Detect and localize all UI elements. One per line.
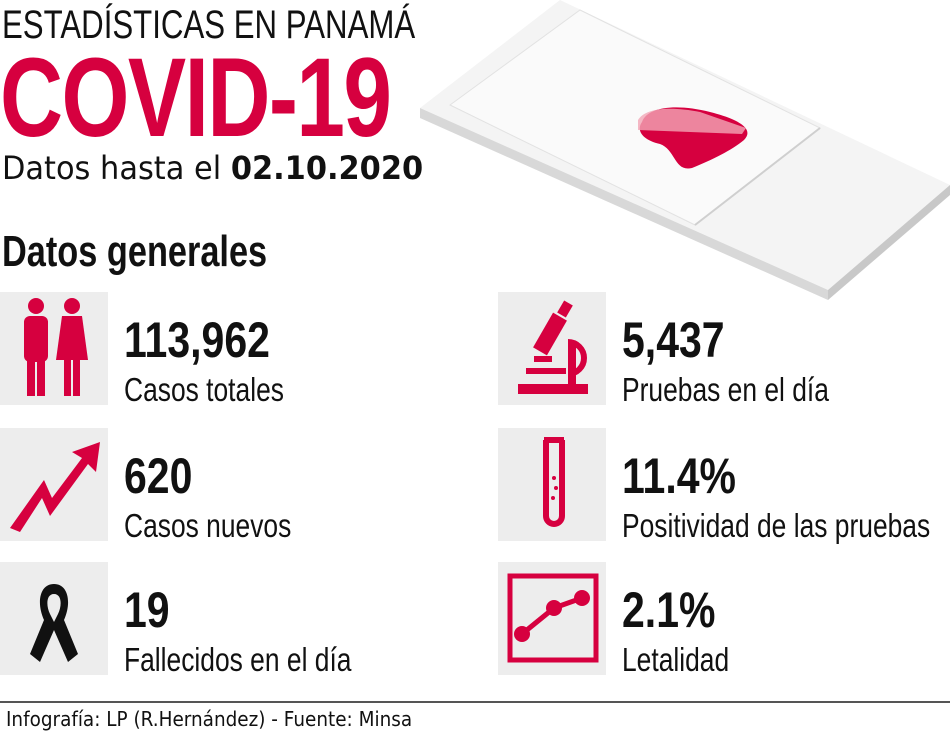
- page-title: COVID-19: [0, 35, 392, 160]
- test-tube-icon: [498, 428, 606, 541]
- date-line: Datos hasta el 02.10.2020: [2, 150, 423, 186]
- microscope-slide-illustration: [420, 0, 950, 300]
- stat-value-lethality: 2.1%: [622, 582, 716, 638]
- stat-label-positivity: Positividad de las pruebas: [622, 507, 931, 544]
- stat-value-tests: 5,437: [622, 312, 725, 368]
- stat-value-positivity: 11.4%: [622, 448, 736, 504]
- stat-value-new-cases: 620: [124, 448, 193, 504]
- stat-value-deaths: 19: [124, 582, 170, 638]
- credit-line: Infografía: LP (R.Hernández) - Fuente: M…: [6, 707, 413, 731]
- date-prefix: Datos hasta el: [2, 149, 222, 187]
- stat-value-total-cases: 113,962: [124, 312, 270, 368]
- stat-label-new-cases: Casos nuevos: [124, 507, 292, 544]
- stat-label-total-cases: Casos totales: [124, 371, 284, 408]
- stat-label-tests: Pruebas en el día: [622, 371, 829, 408]
- people-icon: [0, 292, 108, 405]
- line-chart-icon: [498, 562, 606, 675]
- stat-label-deaths: Fallecidos en el día: [124, 641, 352, 678]
- date-value: 02.10.2020: [230, 149, 424, 187]
- stat-label-lethality: Letalidad: [622, 641, 730, 678]
- mourning-ribbon-icon: [0, 562, 108, 675]
- kicker: ESTADÍSTICAS EN PANAMÁ: [2, 3, 416, 47]
- footer-divider: [0, 701, 950, 703]
- trend-up-arrow-icon: [0, 428, 108, 541]
- microscope-icon: [498, 292, 606, 405]
- section-title: Datos generales: [2, 227, 268, 276]
